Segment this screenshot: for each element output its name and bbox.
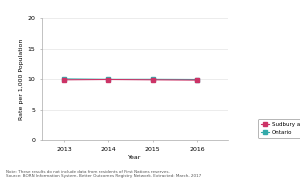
Text: Note: These results do not include data from residents of First Nations reserves: Note: These results do not include data … bbox=[6, 170, 201, 178]
X-axis label: Year: Year bbox=[128, 155, 142, 160]
Legend: Sudbury and districts, Ontario: Sudbury and districts, Ontario bbox=[258, 119, 300, 138]
Y-axis label: Rate per 1,000 Population: Rate per 1,000 Population bbox=[20, 39, 24, 120]
